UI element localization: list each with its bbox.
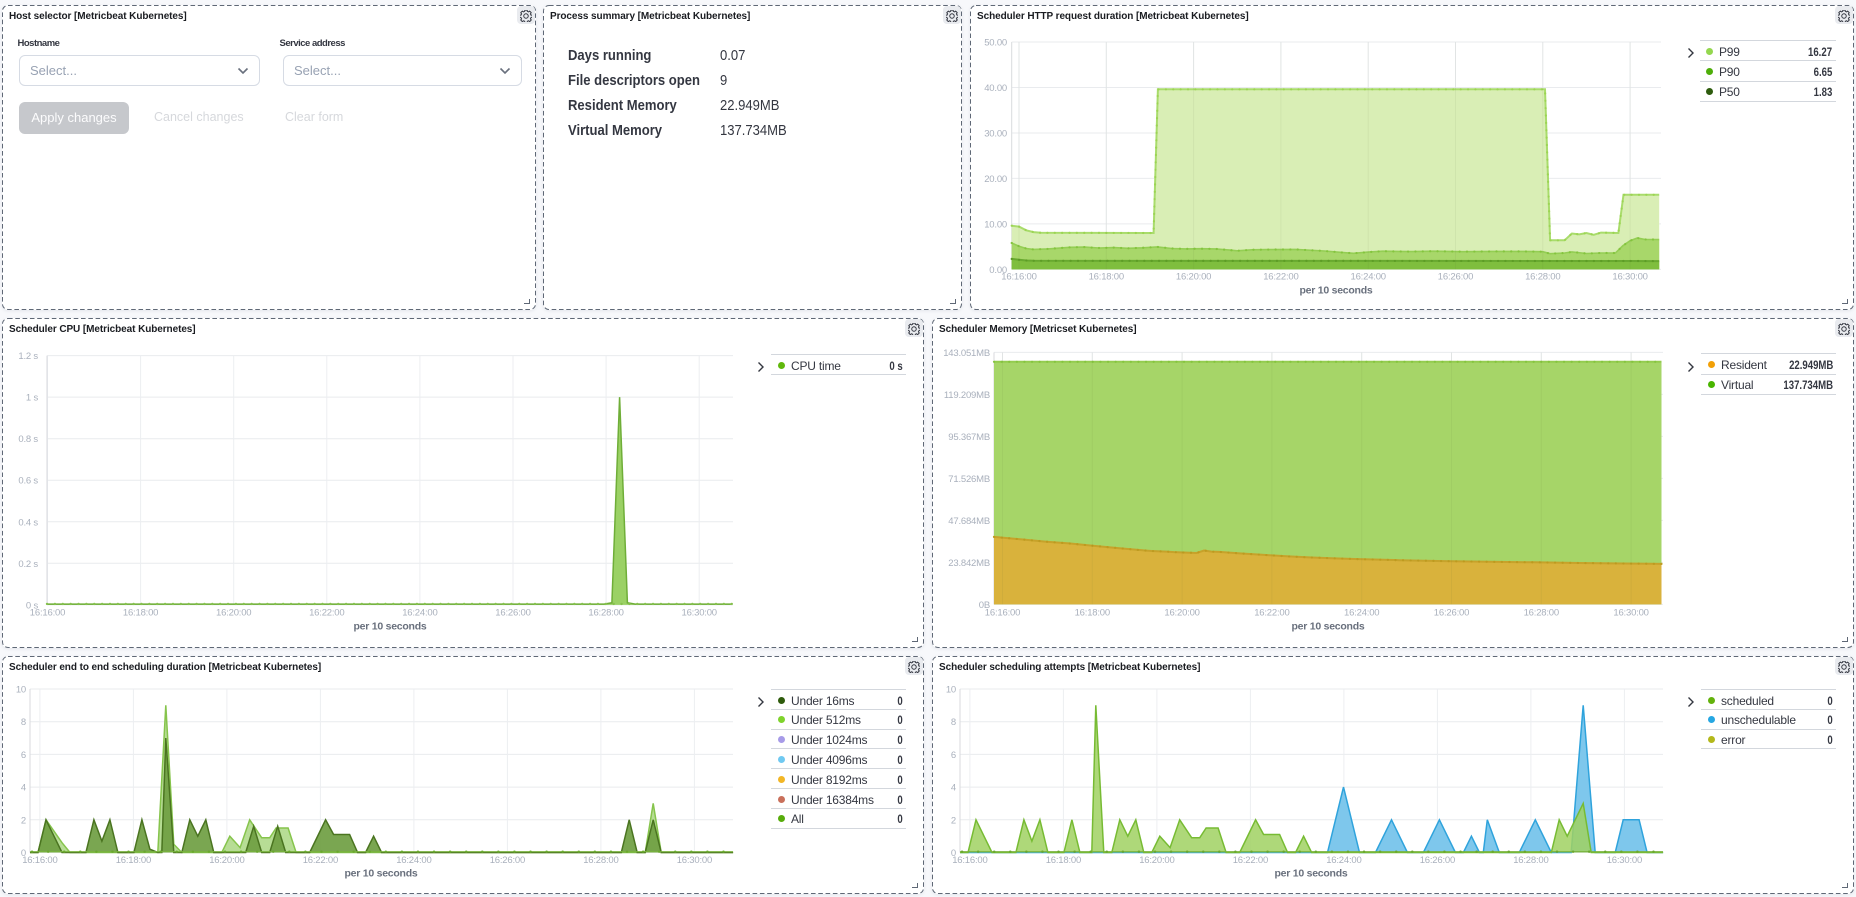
svg-text:0.2 s: 0.2 s <box>18 559 38 570</box>
svg-text:per 10 seconds: per 10 seconds <box>345 868 418 880</box>
svg-text:16:20:00: 16:20:00 <box>1139 855 1174 866</box>
svg-text:16:24:00: 16:24:00 <box>1351 272 1386 283</box>
svg-text:10: 10 <box>946 685 956 696</box>
svg-text:1.2 s: 1.2 s <box>18 351 38 362</box>
svg-text:10.00: 10.00 <box>984 219 1007 230</box>
svg-text:16:18:00: 16:18:00 <box>116 855 151 866</box>
svg-text:1 s: 1 s <box>26 393 39 404</box>
svg-text:40.00: 40.00 <box>984 83 1007 94</box>
svg-text:16:20:00: 16:20:00 <box>216 608 251 619</box>
svg-text:16:28:00: 16:28:00 <box>1513 855 1548 866</box>
svg-text:per 10 seconds: per 10 seconds <box>1300 285 1373 297</box>
svg-text:16:30:00: 16:30:00 <box>1612 272 1647 283</box>
svg-text:16:28:00: 16:28:00 <box>583 855 618 866</box>
svg-text:16:16:00: 16:16:00 <box>985 608 1020 619</box>
svg-text:10: 10 <box>16 685 26 696</box>
svg-text:20.00: 20.00 <box>984 174 1007 185</box>
svg-text:16:16:00: 16:16:00 <box>952 855 987 866</box>
svg-text:16:22:00: 16:22:00 <box>303 855 338 866</box>
svg-text:143.051MB: 143.051MB <box>943 348 990 359</box>
svg-text:16:16:00: 16:16:00 <box>22 855 57 866</box>
svg-text:16:24:00: 16:24:00 <box>1326 855 1361 866</box>
svg-text:16:20:00: 16:20:00 <box>1164 608 1199 619</box>
svg-text:23.842MB: 23.842MB <box>948 558 990 569</box>
svg-text:16:18:00: 16:18:00 <box>123 608 158 619</box>
svg-text:0 s: 0 s <box>26 600 39 611</box>
svg-text:16:20:00: 16:20:00 <box>1176 272 1211 283</box>
svg-text:6: 6 <box>951 750 956 761</box>
svg-text:per 10 seconds: per 10 seconds <box>1275 868 1348 880</box>
svg-text:2: 2 <box>951 815 956 826</box>
svg-text:16:22:00: 16:22:00 <box>1254 608 1289 619</box>
svg-text:95.367MB: 95.367MB <box>948 432 990 443</box>
svg-text:0: 0 <box>21 848 26 859</box>
svg-text:16:26:00: 16:26:00 <box>1434 608 1469 619</box>
svg-text:6: 6 <box>21 750 26 761</box>
svg-text:16:16:00: 16:16:00 <box>1001 272 1036 283</box>
svg-text:16:30:00: 16:30:00 <box>1607 855 1642 866</box>
svg-text:8: 8 <box>21 717 26 728</box>
svg-text:16:20:00: 16:20:00 <box>209 855 244 866</box>
svg-text:0.00: 0.00 <box>989 265 1007 276</box>
svg-text:16:26:00: 16:26:00 <box>1420 855 1455 866</box>
svg-text:16:28:00: 16:28:00 <box>588 608 623 619</box>
svg-text:16:22:00: 16:22:00 <box>309 608 344 619</box>
svg-text:16:18:00: 16:18:00 <box>1089 272 1124 283</box>
svg-text:16:24:00: 16:24:00 <box>1344 608 1379 619</box>
svg-text:30.00: 30.00 <box>984 129 1007 140</box>
svg-text:16:16:00: 16:16:00 <box>30 608 65 619</box>
svg-text:16:26:00: 16:26:00 <box>1438 272 1473 283</box>
svg-text:16:26:00: 16:26:00 <box>490 855 525 866</box>
svg-text:0B: 0B <box>979 600 990 611</box>
svg-text:8: 8 <box>951 717 956 728</box>
svg-text:119.209MB: 119.209MB <box>944 390 990 401</box>
svg-text:2: 2 <box>21 815 26 826</box>
svg-text:per 10 seconds: per 10 seconds <box>354 621 427 633</box>
svg-text:50.00: 50.00 <box>984 38 1007 49</box>
svg-text:71.526MB: 71.526MB <box>948 474 990 485</box>
svg-text:16:28:00: 16:28:00 <box>1525 272 1560 283</box>
svg-text:16:18:00: 16:18:00 <box>1075 608 1110 619</box>
svg-text:47.684MB: 47.684MB <box>948 516 990 527</box>
svg-text:16:26:00: 16:26:00 <box>495 608 530 619</box>
svg-text:16:18:00: 16:18:00 <box>1046 855 1081 866</box>
svg-text:16:24:00: 16:24:00 <box>402 608 437 619</box>
svg-text:0: 0 <box>951 848 956 859</box>
svg-text:16:22:00: 16:22:00 <box>1263 272 1298 283</box>
svg-text:16:24:00: 16:24:00 <box>396 855 431 866</box>
svg-text:0.4 s: 0.4 s <box>18 517 38 528</box>
svg-text:4: 4 <box>951 783 956 794</box>
svg-text:16:30:00: 16:30:00 <box>682 608 717 619</box>
svg-text:16:22:00: 16:22:00 <box>1233 855 1268 866</box>
svg-text:16:30:00: 16:30:00 <box>677 855 712 866</box>
svg-text:0.8 s: 0.8 s <box>18 434 38 445</box>
svg-text:16:28:00: 16:28:00 <box>1524 608 1559 619</box>
svg-text:16:30:00: 16:30:00 <box>1613 608 1648 619</box>
svg-text:per 10 seconds: per 10 seconds <box>1292 621 1365 633</box>
svg-text:4: 4 <box>21 783 26 794</box>
svg-text:0.6 s: 0.6 s <box>18 476 38 487</box>
